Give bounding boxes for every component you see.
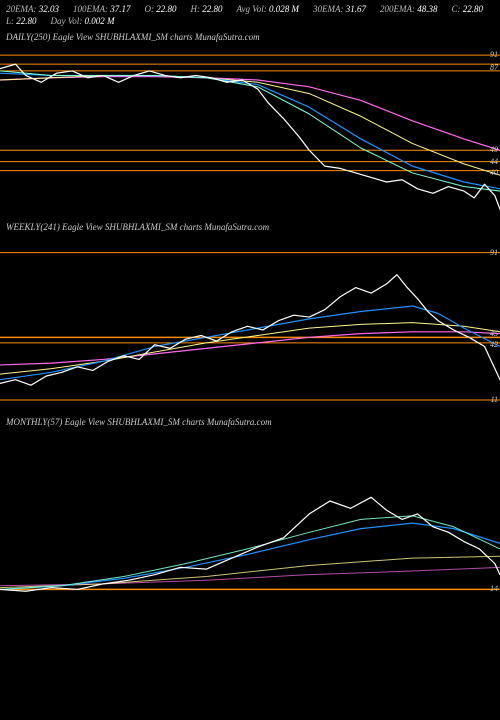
stat-value: 22.80 <box>463 4 483 14</box>
header-stats: 20EMA: 32.03100EMA: 37.17O: 22.80H: 22.8… <box>0 0 500 30</box>
stat-value: 31.67 <box>346 4 366 14</box>
chart-area: 91 87 49 44 40 <box>0 46 500 216</box>
y-label: 87 <box>490 64 498 72</box>
series-100ema <box>0 323 500 375</box>
stat-value: 32.03 <box>39 4 59 14</box>
stat-label: H: <box>191 4 201 14</box>
chart-panel-weekly: WEEKLY(241) Eagle View SHUBHLAXMI_SM cha… <box>0 220 500 415</box>
stat-value: 0.028 M <box>269 4 299 14</box>
stat-item: Avg Vol: 0.028 M <box>237 3 300 15</box>
panel-title: MONTHLY(57) Eagle View SHUBHLAXMI_SM cha… <box>0 415 500 431</box>
stat-label: Avg Vol: <box>237 4 267 14</box>
series-30ema <box>0 523 500 589</box>
panel-title: DAILY(250) Eagle View SHUBHLAXMI_SM char… <box>0 30 500 46</box>
stat-value: 22.80 <box>156 4 176 14</box>
stat-item: 200EMA: 48.38 <box>380 3 438 15</box>
stat-value: 22.80 <box>16 16 36 26</box>
chart-panel-daily: DAILY(250) Eagle View SHUBHLAXMI_SM char… <box>0 30 500 220</box>
series-20ema <box>0 71 500 191</box>
stat-item: O: 22.80 <box>145 3 177 15</box>
stat-value: 48.38 <box>417 4 437 14</box>
y-label: 14 <box>490 585 498 593</box>
chart-area: 91 45 42 11 <box>0 236 500 411</box>
chart-svg <box>0 431 500 606</box>
stat-value: 0.002 M <box>85 16 115 26</box>
y-label: 49 <box>490 146 498 154</box>
stat-item: H: 22.80 <box>191 3 223 15</box>
stat-label: C: <box>452 4 461 14</box>
chart-svg <box>0 236 500 411</box>
stat-item: C: 22.80 <box>452 3 484 15</box>
y-label: 91 <box>490 51 498 59</box>
chart-area: 14 <box>0 431 500 606</box>
stat-label: O: <box>145 4 155 14</box>
stat-item: 20EMA: 32.03 <box>6 3 59 15</box>
stat-label: Day Vol: <box>51 16 83 26</box>
stat-item: 30EMA: 31.67 <box>313 3 366 15</box>
stat-value: 22.80 <box>202 4 222 14</box>
chart-panel-monthly: MONTHLY(57) Eagle View SHUBHLAXMI_SM cha… <box>0 415 500 610</box>
panel-title: WEEKLY(241) Eagle View SHUBHLAXMI_SM cha… <box>0 220 500 236</box>
y-label: 11 <box>491 396 498 404</box>
stat-label: 200EMA: <box>380 4 415 14</box>
series-30ema <box>0 73 500 189</box>
y-label: 42 <box>490 341 498 349</box>
stat-value: 37.17 <box>110 4 130 14</box>
series-100ema <box>0 556 500 587</box>
y-label: 44 <box>490 158 498 166</box>
series-20ema <box>0 516 500 590</box>
chart-svg <box>0 46 500 216</box>
series-200ema <box>0 567 500 585</box>
y-label: 40 <box>490 169 498 177</box>
stat-item: Day Vol: 0.002 M <box>51 15 115 27</box>
stat-label: 20EMA: <box>6 4 37 14</box>
stat-label: 30EMA: <box>313 4 344 14</box>
series-200ema <box>0 77 500 151</box>
y-label: 45 <box>490 330 498 338</box>
stat-item: 100EMA: 37.17 <box>73 3 131 15</box>
y-label: 91 <box>490 249 498 257</box>
stat-item: L: 22.80 <box>6 15 37 27</box>
stat-label: 100EMA: <box>73 4 108 14</box>
stat-label: L: <box>6 16 14 26</box>
series-price <box>0 497 500 591</box>
